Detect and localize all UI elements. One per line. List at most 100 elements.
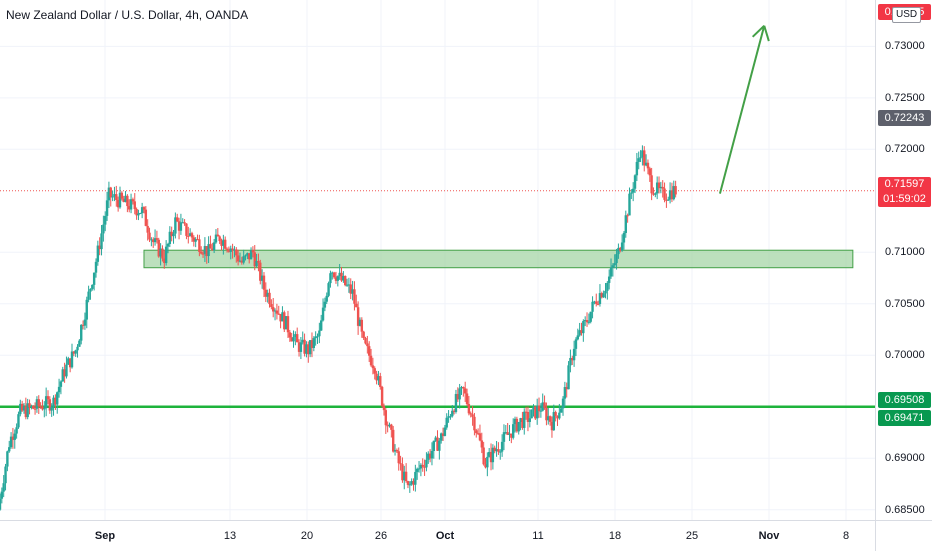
candle-body: [104, 215, 107, 225]
level-low-badge: 0.69471: [878, 410, 931, 426]
candle-body: [203, 246, 207, 254]
candle-body: [535, 405, 539, 419]
candle-body: [2, 483, 5, 492]
candle-body: [611, 265, 615, 268]
candle-body: [118, 192, 122, 208]
candle-body: [244, 255, 247, 257]
axis-corner: [875, 520, 932, 551]
candle-body: [316, 336, 319, 338]
candle-body: [495, 449, 498, 452]
candle-body: [403, 471, 406, 481]
candle-body: [438, 440, 441, 451]
candle-body: [129, 199, 133, 210]
candle-body: [46, 396, 50, 400]
candle-body: [332, 272, 336, 278]
candle-body: [100, 233, 103, 250]
candle-body: [144, 209, 148, 226]
candle-body: [334, 277, 338, 281]
candle-body: [13, 433, 16, 440]
candle-body: [113, 194, 116, 197]
candle-body: [465, 393, 469, 405]
candle-body: [233, 249, 236, 251]
candle-body: [456, 393, 460, 400]
candle-body: [297, 342, 301, 352]
candle-body: [15, 427, 18, 434]
time-axis[interactable]: Sep 13 20 26 Oct 11 18 25 Nov 8: [0, 520, 875, 551]
time-tick-label: 20: [300, 530, 314, 542]
support-price-label: 0.69508: [884, 394, 925, 406]
candle-body: [355, 303, 358, 308]
candle-body: [268, 292, 271, 305]
candle-body: [292, 337, 295, 342]
candle-body: [305, 344, 308, 354]
candle-body: [550, 421, 554, 431]
candle-body: [593, 301, 596, 303]
resistance-zone[interactable]: [143, 249, 854, 269]
candle-body: [643, 150, 646, 166]
candle-body: [257, 260, 260, 263]
candle-body: [109, 187, 112, 198]
candle-body: [380, 386, 384, 407]
candle-body: [68, 358, 72, 368]
arrow-shaft: [718, 25, 766, 194]
candle-body: [528, 418, 531, 422]
candle-body: [379, 376, 382, 387]
candle-body: [17, 414, 20, 428]
candle-body: [211, 248, 214, 251]
candle-body: [168, 231, 172, 245]
candle-body: [236, 255, 240, 262]
candle-body: [65, 364, 68, 377]
candle-body: [307, 344, 310, 355]
candle-body: [596, 303, 600, 305]
candle-body: [484, 464, 487, 468]
candle-body: [336, 276, 340, 281]
candle-body: [539, 410, 543, 412]
candle-body: [347, 284, 351, 286]
candle-body: [172, 233, 175, 237]
candle-body: [238, 260, 242, 262]
candle-body: [164, 246, 168, 264]
price-axis[interactable]: 0.73000 0.72500 0.72000 0.71000 0.70500 …: [875, 0, 932, 520]
candle-body: [94, 261, 98, 273]
candle-body: [259, 262, 262, 281]
candle-body: [200, 251, 203, 254]
candle-body: [574, 339, 578, 349]
candle-body: [414, 471, 417, 485]
price-tick-label: 0.69000: [885, 452, 925, 465]
candle-body: [480, 440, 484, 448]
projection-arrow[interactable]: [718, 25, 770, 194]
candle-body: [205, 246, 208, 257]
candle-body: [246, 253, 249, 256]
candle-body: [222, 239, 225, 246]
candle-body: [116, 199, 120, 208]
candle-body: [502, 432, 506, 442]
candle-body: [37, 399, 40, 407]
candle-body: [155, 238, 159, 240]
candle-body: [126, 195, 129, 207]
candle-body: [52, 397, 55, 407]
candle-body: [641, 150, 644, 158]
candle-body: [260, 275, 264, 281]
candle-body: [395, 450, 399, 452]
candle-body: [548, 416, 552, 422]
candle-body: [382, 406, 386, 411]
candle-body: [441, 433, 445, 436]
candle-body: [393, 450, 397, 452]
candle-body: [447, 416, 450, 418]
candle-body: [327, 283, 330, 296]
currency-button[interactable]: USD: [892, 7, 922, 23]
candle-body: [371, 365, 375, 369]
chart-pane[interactable]: New Zealand Dollar / U.S. Dollar, 4h, OA…: [0, 0, 875, 520]
candle-body: [491, 447, 495, 463]
candle-body: [152, 239, 155, 243]
candle-body: [567, 365, 570, 390]
candle-body: [565, 387, 568, 390]
price-chart[interactable]: [0, 0, 875, 520]
candle-body: [227, 249, 231, 252]
candle-body: [475, 430, 478, 434]
candle-body: [111, 196, 114, 198]
candle-body: [135, 209, 138, 216]
candle-body: [218, 236, 221, 242]
candle-body: [631, 188, 635, 193]
candle-body: [388, 424, 391, 427]
